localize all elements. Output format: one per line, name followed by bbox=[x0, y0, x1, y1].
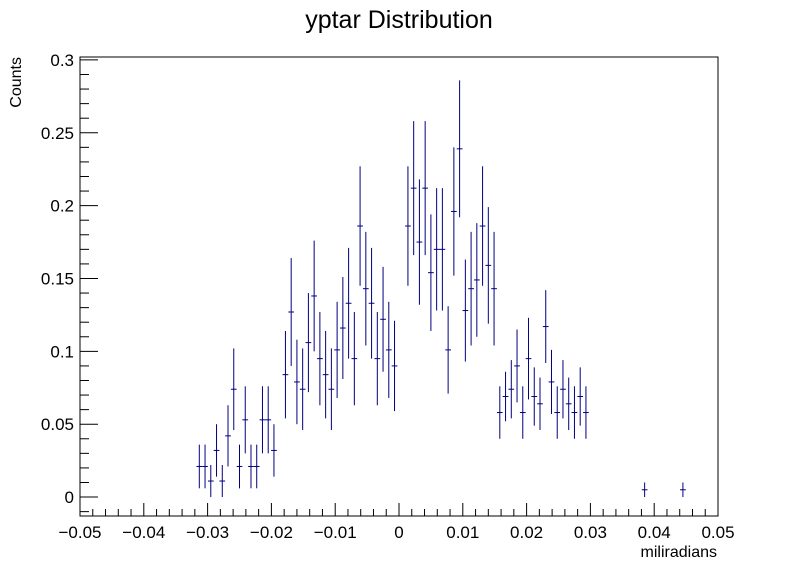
data-point bbox=[405, 166, 411, 286]
data-point bbox=[299, 348, 306, 431]
data-point bbox=[351, 312, 358, 406]
x-tick-label: 0.05 bbox=[701, 523, 734, 542]
data-point bbox=[456, 80, 463, 218]
data-point bbox=[542, 290, 549, 363]
data-point bbox=[282, 330, 289, 419]
data-point bbox=[583, 386, 589, 439]
x-tick-label: 0 bbox=[394, 523, 403, 542]
data-points bbox=[196, 80, 686, 498]
data-point bbox=[368, 247, 375, 359]
data-point bbox=[531, 367, 538, 426]
data-point bbox=[554, 386, 561, 439]
y-tick-label: 0.1 bbox=[50, 342, 74, 361]
data-point bbox=[571, 386, 578, 439]
plot-frame bbox=[79, 56, 719, 517]
data-point bbox=[525, 317, 532, 400]
data-point bbox=[357, 166, 363, 286]
data-point bbox=[479, 166, 486, 286]
data-point bbox=[259, 386, 266, 454]
data-point bbox=[311, 240, 318, 352]
data-point bbox=[428, 214, 434, 331]
x-tick-label: −0.03 bbox=[186, 523, 229, 542]
data-point bbox=[385, 301, 392, 398]
data-point bbox=[219, 465, 226, 498]
data-point bbox=[468, 231, 474, 346]
data-point bbox=[345, 247, 352, 359]
data-point bbox=[641, 482, 648, 498]
y-tick-label: 0.3 bbox=[50, 51, 74, 70]
data-point bbox=[537, 377, 543, 431]
data-point bbox=[548, 349, 555, 414]
data-point bbox=[445, 306, 451, 394]
data-point bbox=[196, 444, 203, 489]
x-tick-label: −0.02 bbox=[250, 523, 293, 542]
data-point bbox=[225, 405, 231, 467]
data-point bbox=[565, 377, 572, 431]
data-point bbox=[334, 301, 340, 398]
data-point bbox=[288, 258, 295, 366]
x-tick-label: 0.04 bbox=[638, 523, 671, 542]
y-tick-label: 0.05 bbox=[41, 415, 74, 434]
y-axis-label: Counts bbox=[8, 57, 25, 108]
data-point bbox=[322, 330, 329, 419]
data-point bbox=[508, 360, 515, 419]
data-point bbox=[519, 386, 526, 439]
data-point bbox=[577, 367, 584, 426]
data-point bbox=[213, 424, 220, 477]
data-point bbox=[236, 444, 243, 489]
data-point bbox=[416, 179, 423, 305]
data-point bbox=[207, 465, 214, 498]
y-tick-label: 0 bbox=[65, 488, 74, 507]
data-point bbox=[305, 293, 312, 393]
x-axis: −0.05 −0.04 −0.03 −0.02 −0.01 0 0.01 0.02 0.03 0.… bbox=[58, 503, 735, 542]
y-tick-label: 0.25 bbox=[41, 124, 74, 143]
data-point bbox=[339, 277, 346, 380]
x-tick-label: −0.05 bbox=[58, 523, 101, 542]
data-point bbox=[462, 259, 469, 362]
data-point bbox=[410, 121, 417, 256]
data-point bbox=[439, 188, 446, 311]
data-point bbox=[294, 339, 300, 425]
data-point bbox=[271, 424, 277, 477]
data-point bbox=[433, 188, 440, 311]
data-point bbox=[450, 147, 457, 276]
data-point bbox=[362, 231, 369, 346]
y-tick-label: 0.2 bbox=[50, 197, 74, 216]
data-point bbox=[230, 348, 237, 431]
data-point bbox=[502, 371, 509, 422]
x-axis-label: miliradians bbox=[641, 544, 717, 561]
x-tick-label: −0.01 bbox=[314, 523, 357, 542]
data-point bbox=[265, 386, 272, 454]
data-point bbox=[374, 312, 381, 406]
x-tick-label: 0.01 bbox=[446, 523, 479, 542]
chart-title: yptar Distribution bbox=[305, 6, 493, 34]
x-tick-label: 0.03 bbox=[574, 523, 607, 542]
data-point bbox=[491, 231, 497, 346]
data-point bbox=[514, 329, 520, 403]
data-point bbox=[680, 482, 686, 498]
data-point bbox=[242, 386, 249, 454]
data-point bbox=[202, 444, 208, 489]
x-tick-label: 0.02 bbox=[510, 523, 543, 542]
data-point bbox=[248, 444, 254, 489]
data-point bbox=[560, 360, 566, 419]
y-tick-label: 0.15 bbox=[41, 269, 74, 288]
data-point bbox=[422, 121, 429, 256]
data-point bbox=[485, 207, 492, 324]
data-point bbox=[496, 386, 503, 439]
x-tick-label: −0.04 bbox=[122, 523, 165, 542]
data-point bbox=[380, 266, 386, 372]
data-point bbox=[328, 348, 335, 431]
data-point bbox=[253, 444, 260, 489]
data-point bbox=[473, 223, 480, 337]
data-point bbox=[391, 320, 398, 412]
data-point bbox=[317, 312, 323, 406]
y-axis: 0 0.05 0.1 0.15 0.2 0.25 0.3 bbox=[41, 51, 98, 513]
